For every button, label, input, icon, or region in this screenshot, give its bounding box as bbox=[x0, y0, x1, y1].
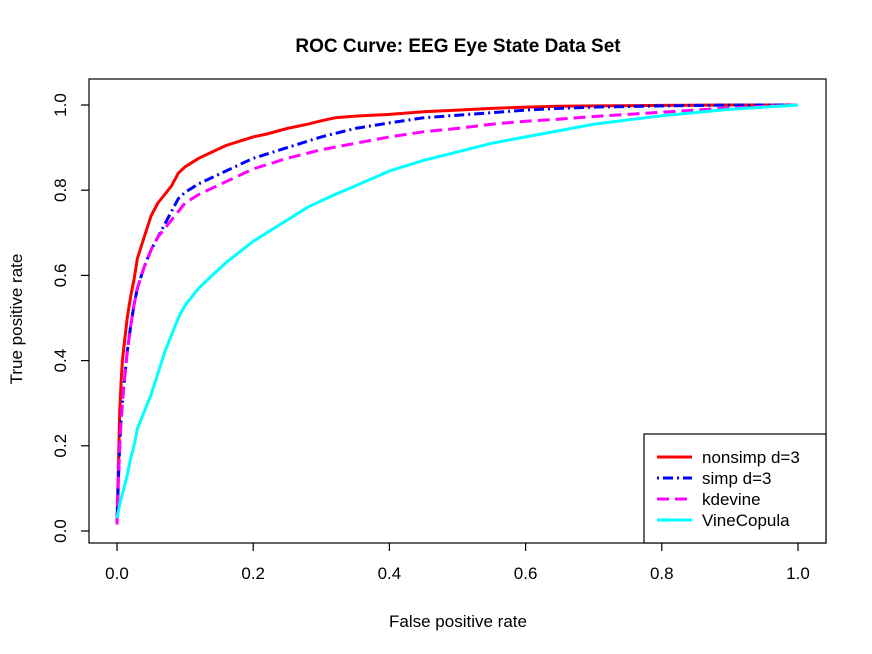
x-tick-label: 0.6 bbox=[514, 564, 538, 583]
y-axis-label: True positive rate bbox=[7, 254, 26, 385]
x-axis-label: False positive rate bbox=[389, 612, 527, 631]
x-axis: 0.0 0.2 0.4 0.6 0.8 1.0 bbox=[105, 543, 810, 583]
y-tick-label: 0.0 bbox=[51, 519, 70, 543]
y-tick-label: 0.2 bbox=[51, 434, 70, 458]
legend-label-4: VineCopula bbox=[702, 511, 790, 530]
y-tick-label: 0.8 bbox=[51, 178, 70, 202]
series-line-2 bbox=[115, 103, 798, 523]
legend: nonsimp d=3 simp d=3 kdevine VineCopula bbox=[643, 433, 827, 544]
y-axis: 0.0 0.2 0.4 0.6 0.8 1.0 bbox=[51, 93, 89, 543]
plot-frame bbox=[88, 78, 827, 544]
y-tick-label: 0.4 bbox=[51, 349, 70, 373]
x-tick-label: 0.4 bbox=[378, 564, 402, 583]
x-tick-label: 0.8 bbox=[650, 564, 674, 583]
x-tick-label: 1.0 bbox=[786, 564, 810, 583]
y-tick-label: 0.6 bbox=[51, 264, 70, 288]
x-tick-label: 0.0 bbox=[105, 564, 129, 583]
series-line-1 bbox=[115, 103, 798, 523]
y-tick-label: 1.0 bbox=[51, 93, 70, 117]
x-tick-label: 0.2 bbox=[241, 564, 265, 583]
series-line-4 bbox=[115, 103, 799, 519]
legend-label-1: nonsimp d=3 bbox=[702, 448, 800, 467]
legend-box bbox=[643, 433, 827, 544]
series-layer bbox=[115, 103, 799, 525]
legend-label-2: simp d=3 bbox=[702, 469, 771, 488]
chart-title: ROC Curve: EEG Eye State Data Set bbox=[295, 36, 621, 57]
legend-label-3: kdevine bbox=[702, 490, 761, 509]
